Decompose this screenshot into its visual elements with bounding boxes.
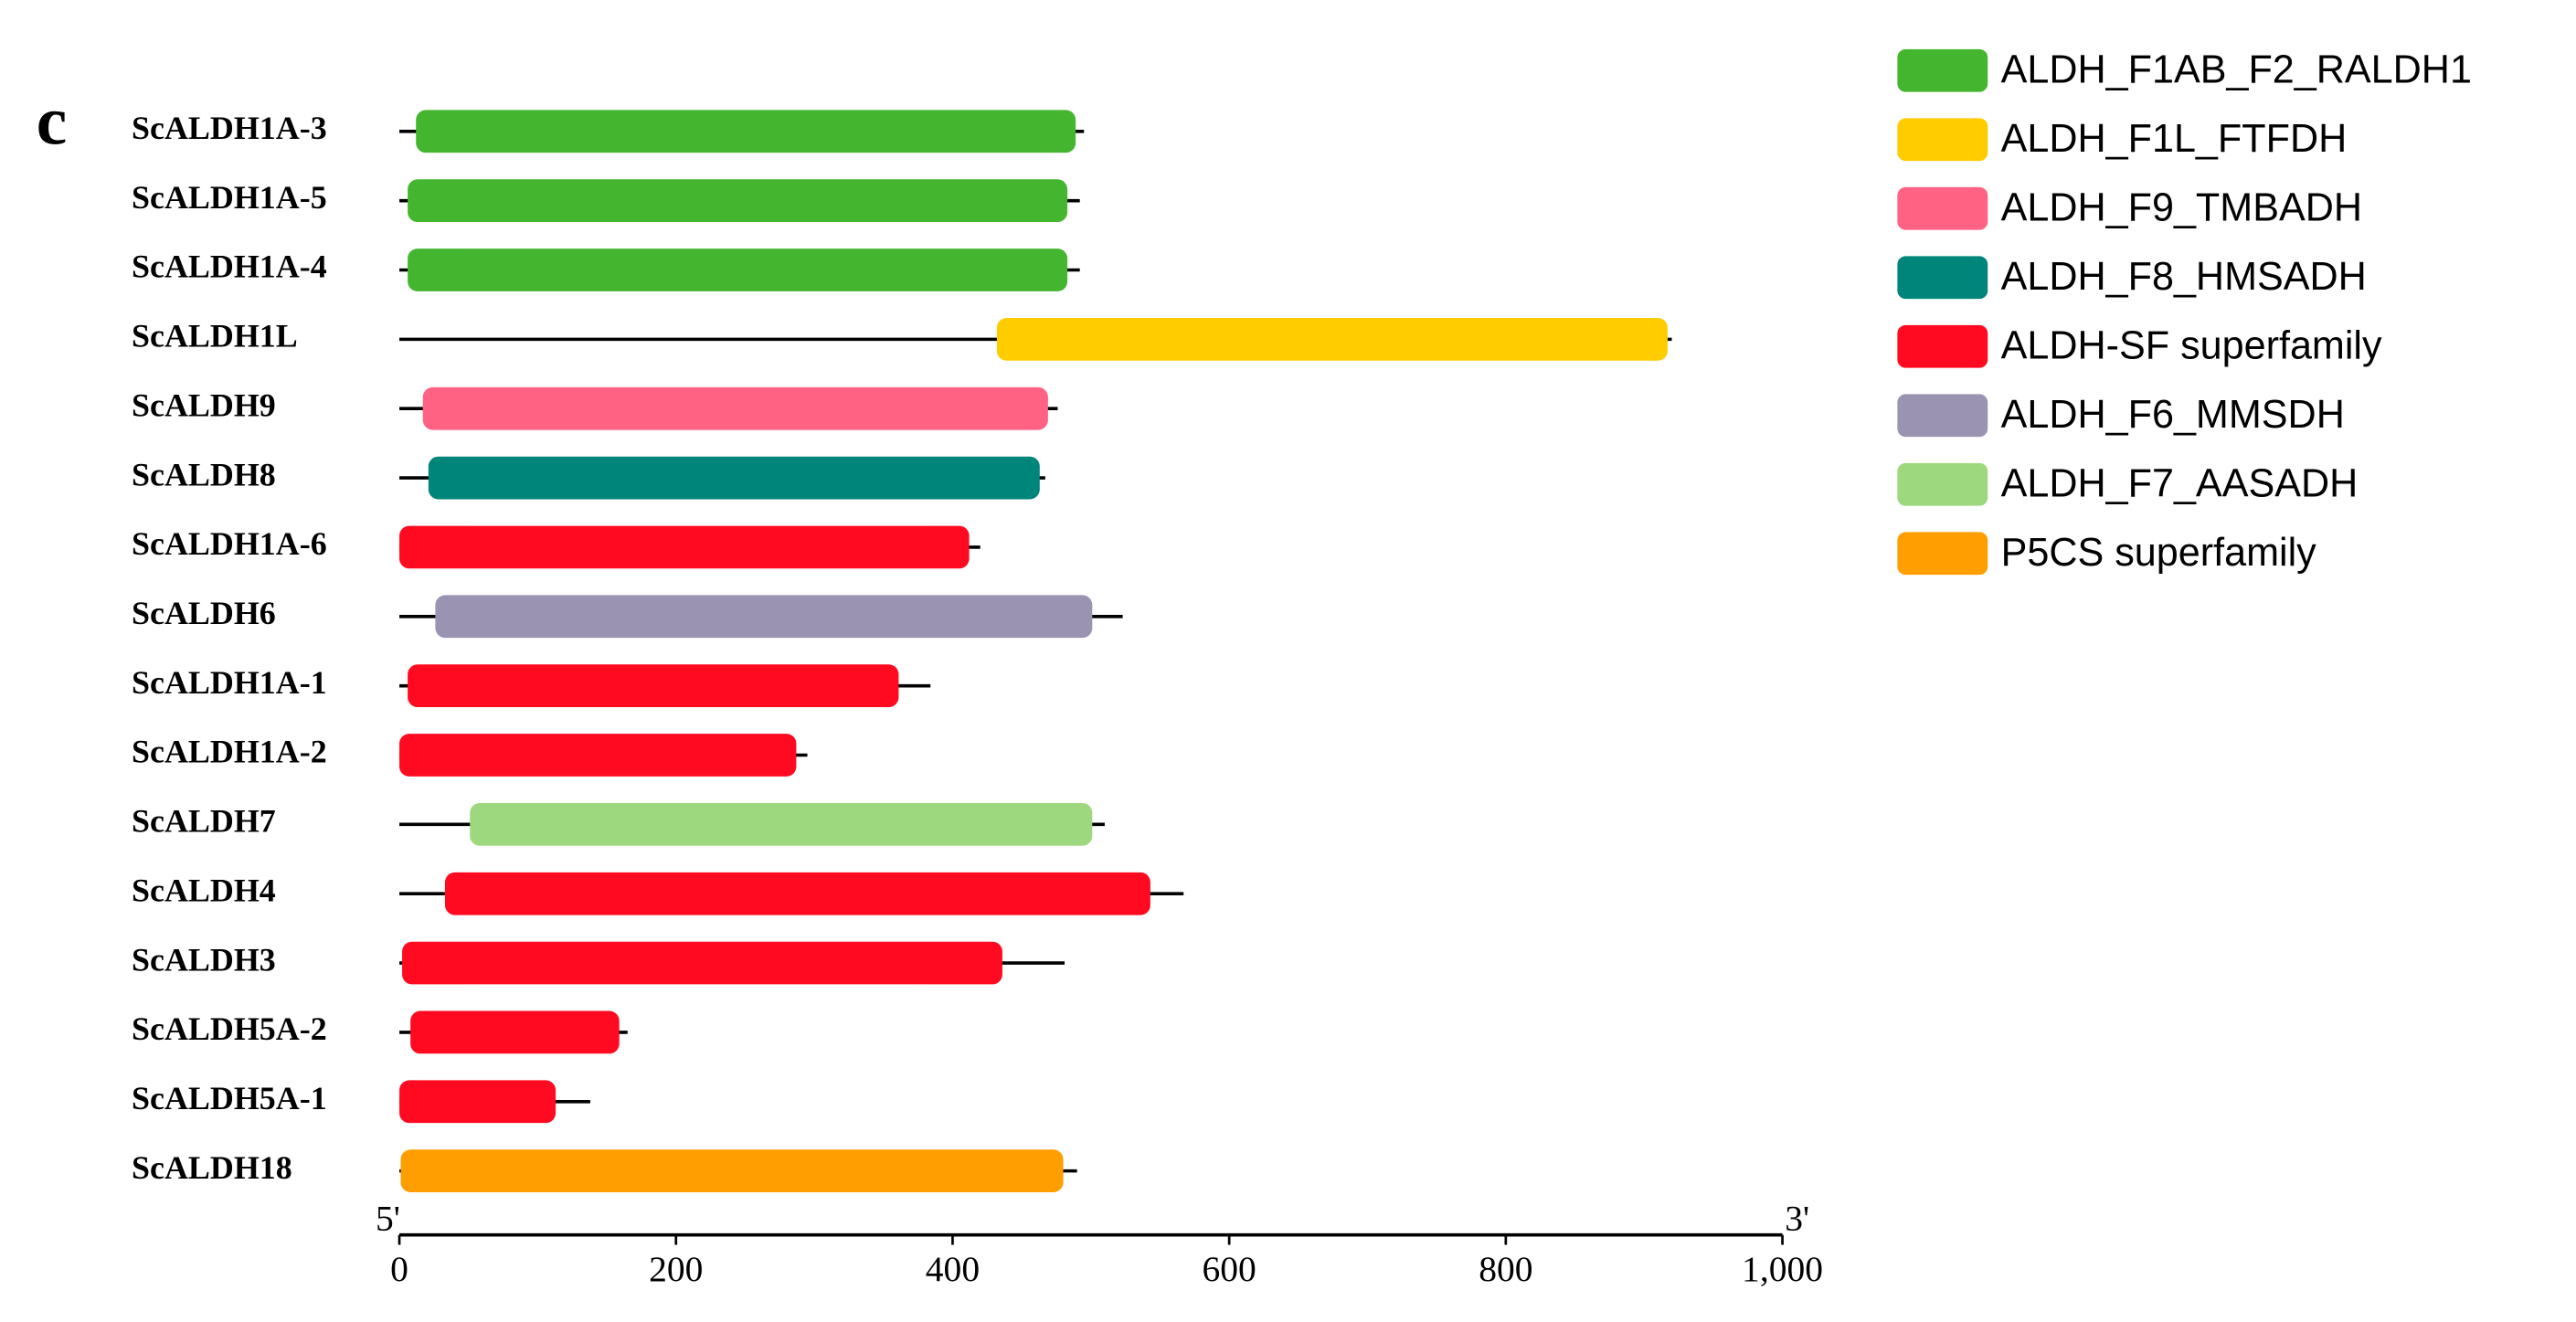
domain-bar bbox=[399, 525, 970, 569]
gene-label: ScALDH7 bbox=[132, 803, 276, 840]
gene-label: ScALDH3 bbox=[132, 941, 276, 978]
legend-label: ALDH_F8_HMSADH bbox=[2001, 255, 2367, 299]
x-tick-label: 800 bbox=[1479, 1249, 1532, 1289]
gene-label: ScALDH1A-3 bbox=[132, 110, 327, 146]
x-tick-label: 600 bbox=[1203, 1249, 1256, 1289]
legend-label: ALDH-SF superfamily bbox=[2001, 323, 2382, 367]
domain-bar bbox=[408, 249, 1068, 291]
gene-label: ScALDH5A-1 bbox=[132, 1080, 327, 1116]
gene-label: ScALDH18 bbox=[132, 1149, 292, 1186]
x-tick-label: 400 bbox=[926, 1249, 980, 1289]
domain-bar bbox=[399, 734, 797, 777]
domain-bar bbox=[410, 1010, 620, 1054]
domain-bar bbox=[402, 941, 1002, 985]
x-tick-label: 200 bbox=[649, 1249, 703, 1289]
gene-label: ScALDH8 bbox=[132, 456, 276, 492]
domain-bar bbox=[996, 317, 1668, 361]
x-tick-label: 1,000 bbox=[1742, 1249, 1823, 1289]
domain-bar bbox=[470, 802, 1093, 846]
gene-label: ScALDH5A-2 bbox=[132, 1010, 327, 1047]
legend-label: ALDH_F7_AASADH bbox=[2001, 461, 2359, 505]
legend-swatch bbox=[1897, 186, 1988, 230]
domain-bar bbox=[444, 872, 1150, 915]
legend-label: ALDH_F9_TMBADH bbox=[2001, 185, 2362, 229]
legend-swatch bbox=[1897, 324, 1988, 368]
gene-label: ScALDH4 bbox=[132, 872, 276, 908]
domain-bar bbox=[408, 664, 899, 708]
legend-swatch bbox=[1897, 256, 1988, 300]
legend-label: ALDH_F1AB_F2_RALDH1 bbox=[2001, 48, 2472, 91]
gene-label: ScALDH9 bbox=[132, 386, 276, 423]
gene-label: ScALDH1A-2 bbox=[132, 734, 327, 770]
legend-swatch bbox=[1897, 118, 1988, 162]
domain-bar bbox=[435, 595, 1093, 639]
legend-swatch bbox=[1897, 462, 1988, 506]
x-tick-label: 0 bbox=[390, 1249, 408, 1289]
x-end-label: 3' bbox=[1785, 1198, 1809, 1238]
gene-label: ScALDH1A-5 bbox=[132, 179, 327, 216]
x-start-label: 5' bbox=[376, 1198, 400, 1238]
legend-label: ALDH_F1L_FTFDH bbox=[2001, 117, 2348, 161]
gene-label: ScALDH1A-1 bbox=[132, 664, 327, 701]
domain-bar bbox=[416, 110, 1076, 153]
domain-bar bbox=[428, 456, 1040, 500]
legend-swatch bbox=[1897, 394, 1988, 438]
panel-label: c bbox=[37, 84, 68, 160]
legend-label: P5CS superfamily bbox=[2001, 531, 2317, 575]
legend-swatch bbox=[1897, 532, 1988, 576]
domain-bar bbox=[408, 179, 1068, 223]
gene-label: ScALDH1A-4 bbox=[132, 249, 327, 285]
gene-label: ScALDH6 bbox=[132, 595, 276, 631]
domain-bar bbox=[422, 386, 1048, 430]
legend-swatch bbox=[1897, 48, 1988, 92]
gene-label: ScALDH1L bbox=[132, 318, 298, 354]
domain-bar bbox=[400, 1149, 1064, 1192]
legend-label: ALDH_F6_MMSDH bbox=[2001, 393, 2345, 437]
domain-bar bbox=[399, 1080, 557, 1124]
gene-label: ScALDH1A-6 bbox=[132, 525, 327, 562]
